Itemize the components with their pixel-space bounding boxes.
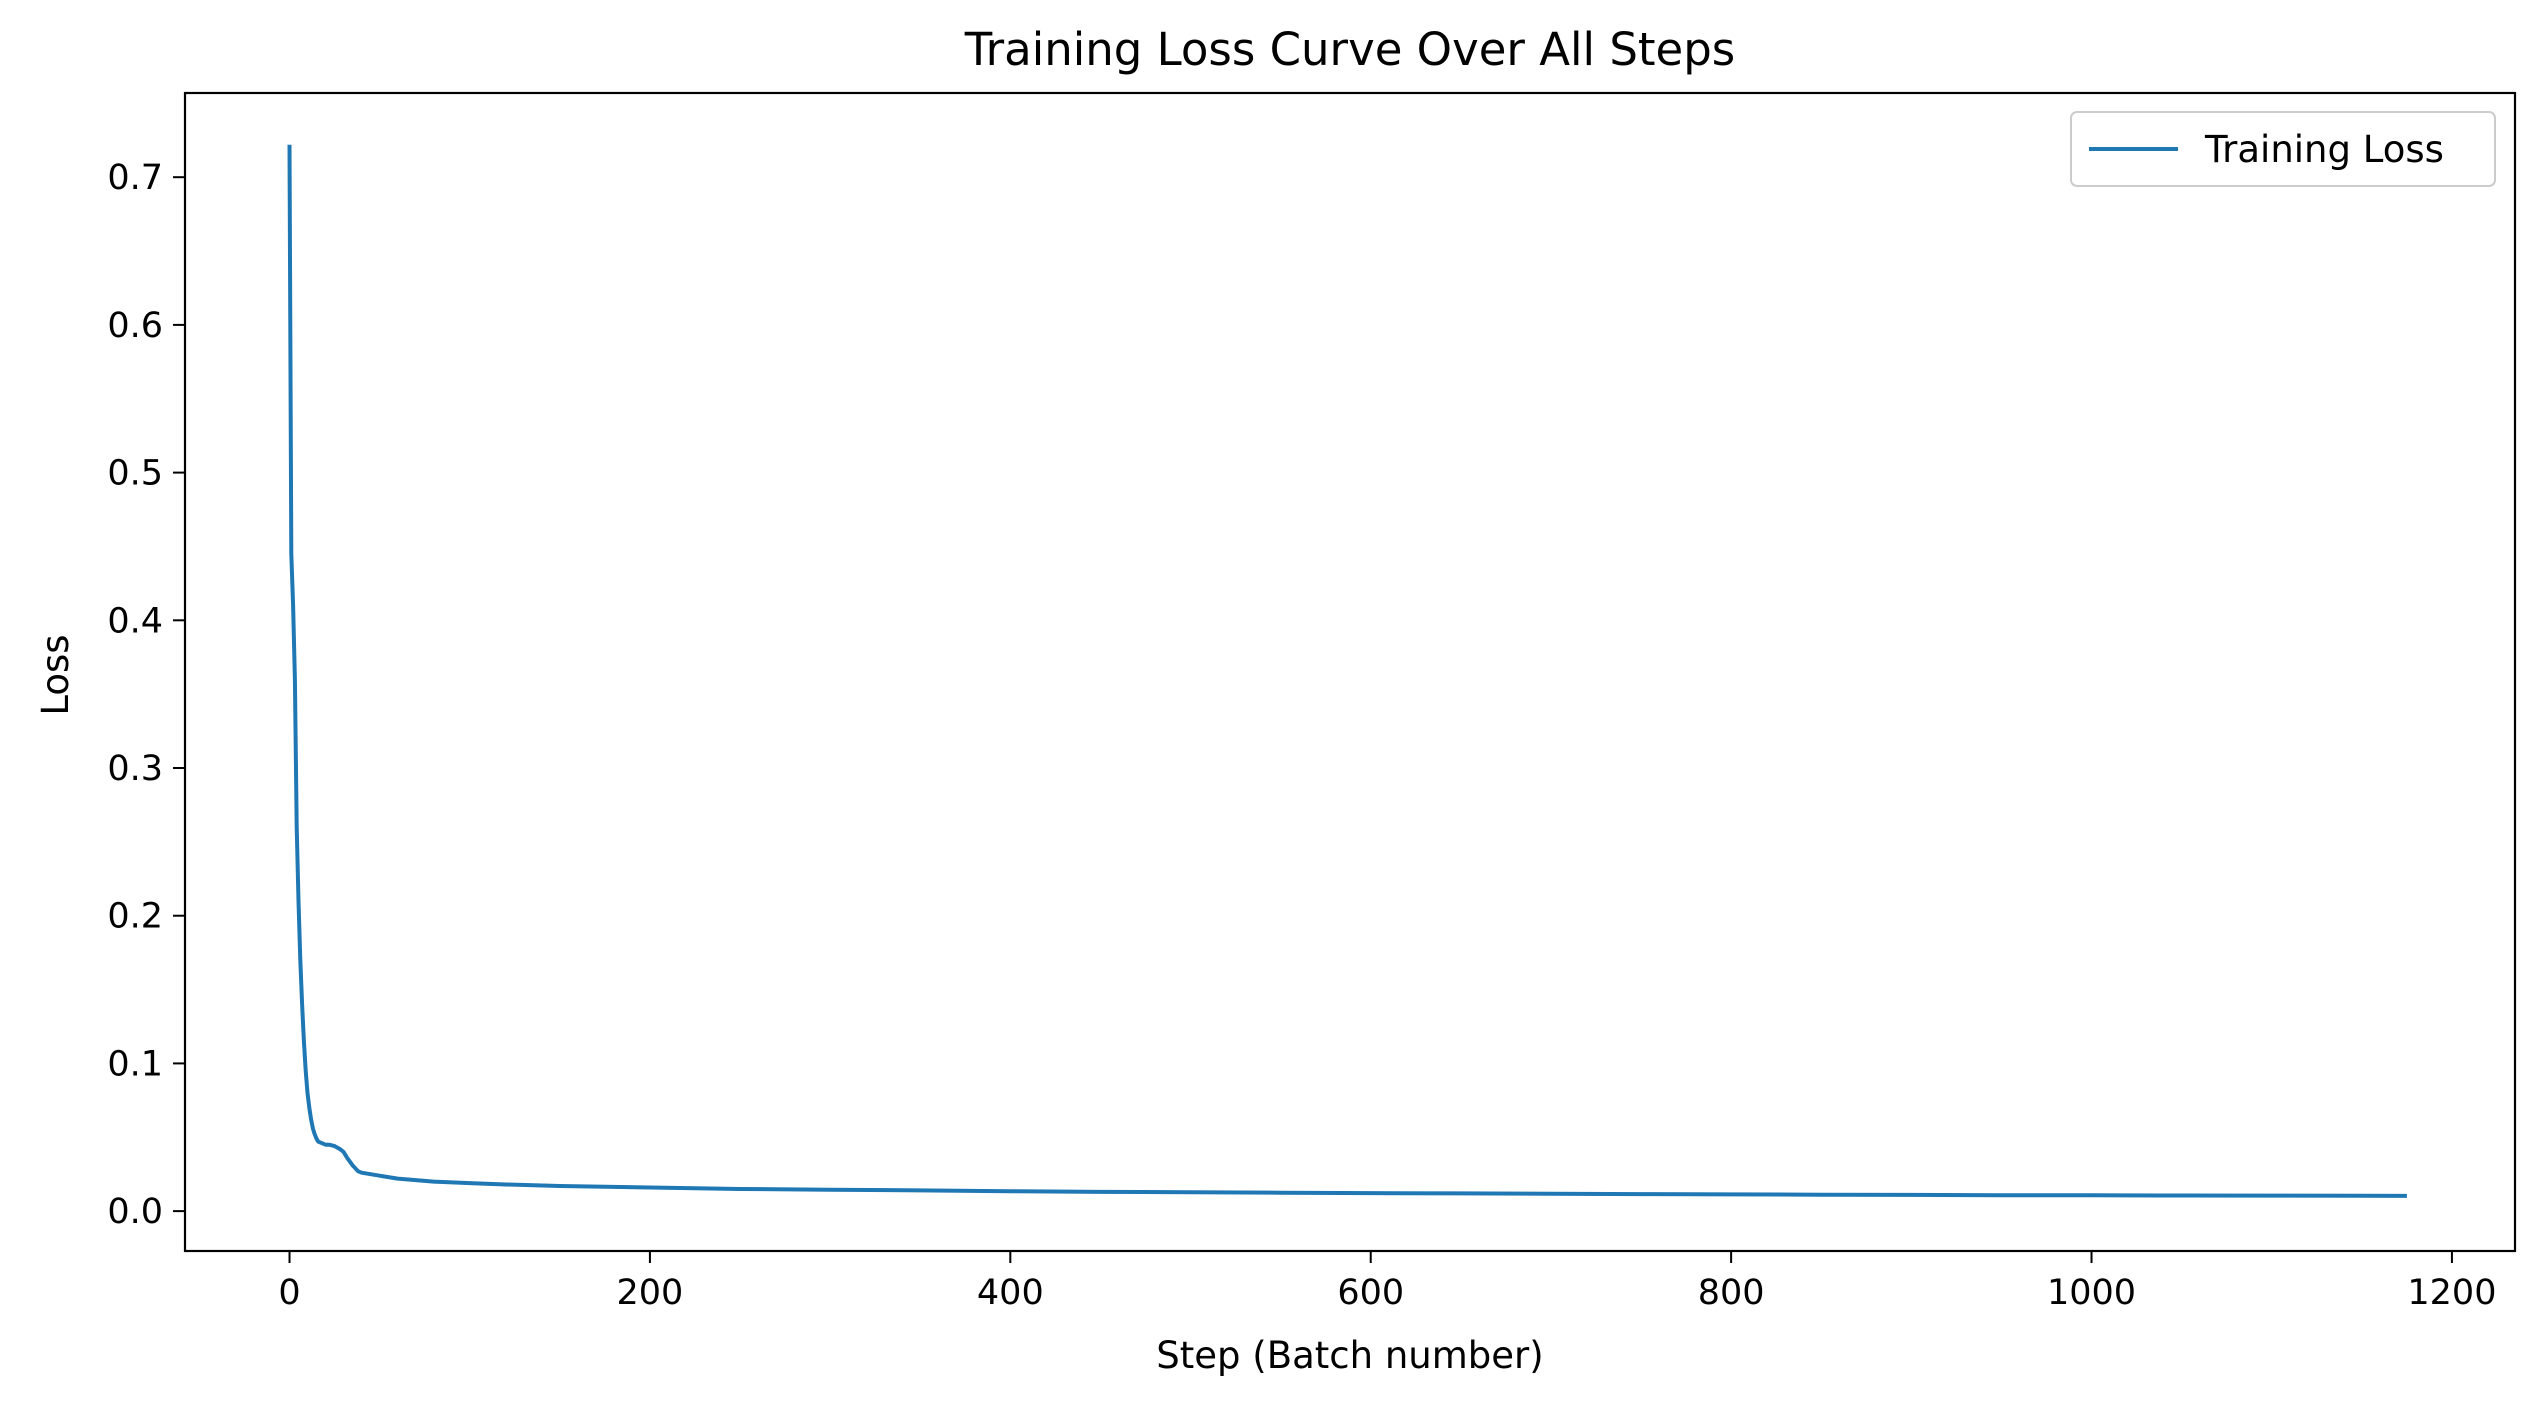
y-tick-label: 0.6 — [107, 306, 163, 346]
y-tick-label: 0.4 — [107, 601, 163, 641]
y-tick-label: 0.5 — [107, 454, 163, 494]
legend-label: Training Loss — [2204, 128, 2444, 171]
legend: Training Loss — [2070, 111, 2496, 187]
y-tick-label: 0.2 — [107, 897, 163, 937]
x-tick-label: 1200 — [2407, 1273, 2496, 1313]
chart-title: Training Loss Curve Over All Steps — [964, 23, 1735, 76]
y-tick-label: 0.0 — [107, 1192, 163, 1232]
x-tick-label: 800 — [1698, 1273, 1765, 1313]
y-tick-label: 0.1 — [107, 1044, 163, 1084]
x-tick-label: 600 — [1337, 1273, 1404, 1313]
legend-box — [2070, 111, 2496, 187]
series-line-0 — [287, 144, 2407, 1198]
x-axis-ticks: 0 200 400 600 800 1000 1200 — [278, 1251, 2496, 1313]
plot-frame — [183, 91, 2517, 1253]
x-axis-title: Step (Batch number) — [1156, 1334, 1543, 1377]
y-axis-title: Loss — [34, 634, 77, 715]
y-axis-ticks: 0.0 0.1 0.2 0.3 0.4 0.5 0.6 0.7 — [107, 158, 185, 1232]
series-layer — [287, 144, 2407, 1198]
x-tick-label: 200 — [617, 1273, 684, 1313]
x-tick-label: 0 — [278, 1273, 300, 1313]
y-tick-label: 0.3 — [107, 749, 163, 789]
x-tick-label: 400 — [977, 1273, 1044, 1313]
x-tick-label: 1000 — [2047, 1273, 2136, 1313]
y-tick-label: 0.7 — [107, 158, 163, 198]
